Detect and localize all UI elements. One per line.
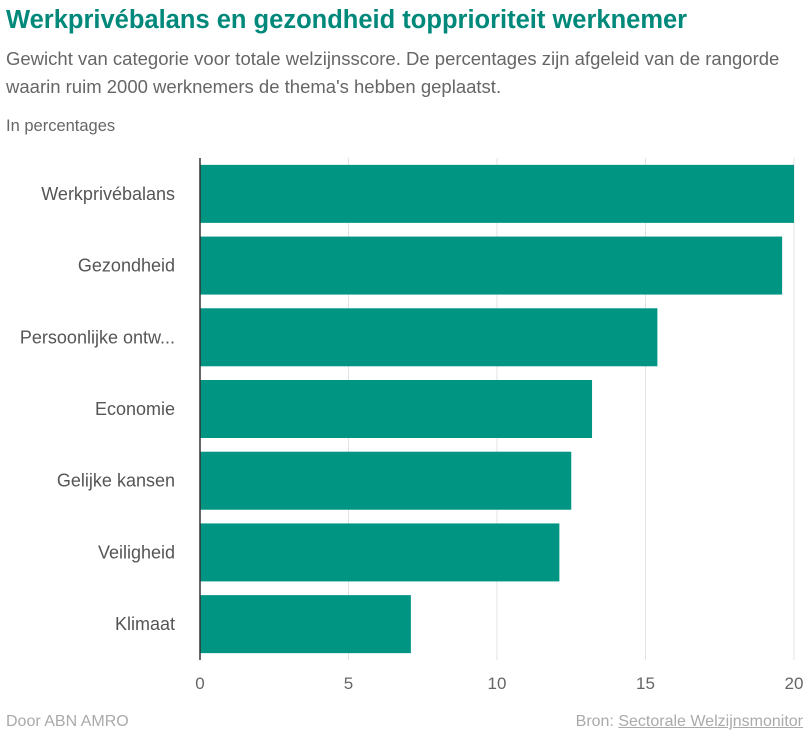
chart-subtitle: Gewicht van categorie voor totale welzij…: [6, 48, 780, 97]
x-tick-label: 20: [785, 674, 804, 693]
category-label: Persoonlijke ontw...: [20, 327, 175, 347]
x-tick-label: 10: [488, 674, 507, 693]
bar: [200, 523, 560, 582]
author-credit: Door ABN AMRO: [6, 713, 129, 730]
category-label: Gelijke kansen: [57, 471, 175, 491]
bars: [200, 164, 794, 654]
bar: [200, 164, 794, 223]
x-tick-label: 15: [636, 674, 655, 693]
bar-chart: Werkprivébalans Gezondheid Persoonlijke on…: [20, 158, 803, 693]
category-label: Gezondheid: [78, 256, 175, 276]
bar: [200, 451, 572, 510]
source-credit: Bron: Sectorale Welzijnsmonitor: [576, 712, 803, 732]
x-tick-label: 0: [195, 674, 204, 693]
tick-labels: 0 5 10 15 20: [195, 674, 803, 693]
bar: [200, 308, 658, 367]
x-tick-label: 5: [344, 674, 353, 693]
bar: [200, 236, 783, 295]
bar: [200, 595, 411, 654]
bar: [200, 380, 593, 438]
category-label: Economie: [95, 399, 175, 419]
source-link[interactable]: Sectorale Welzijnsmonitor: [618, 713, 803, 730]
category-label: Veiligheid: [98, 542, 175, 562]
category-labels: Werkprivébalans Gezondheid Persoonlijke on…: [20, 184, 175, 634]
chart-title: Werkprivébalans en gezondheid toppriorit…: [6, 6, 688, 34]
source-prefix: Bron:: [575, 713, 619, 730]
category-label: Werkprivébalans: [41, 184, 175, 204]
category-label: Klimaat: [115, 614, 175, 634]
unit-label: In percentages: [6, 117, 116, 135]
